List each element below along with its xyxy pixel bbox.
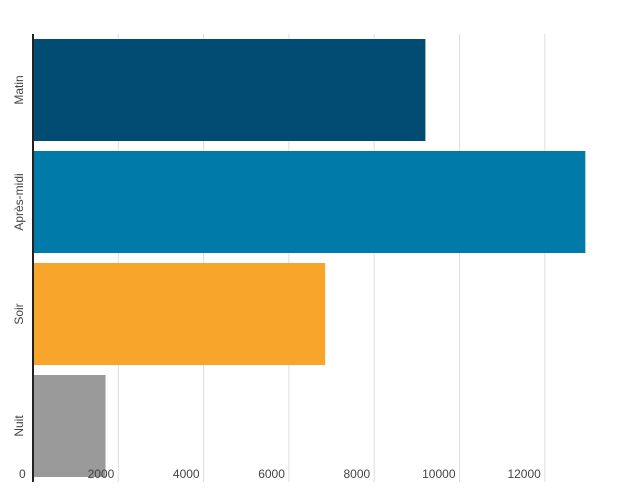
x-tick-label-6000: 6000: [258, 467, 285, 481]
bar-apr-s-midi: [33, 151, 586, 253]
category-label-apr-s-midi: Après-midi: [12, 173, 26, 230]
bar-matin: [33, 39, 426, 141]
x-tick-label-12000: 12000: [507, 467, 541, 481]
bars: [33, 39, 586, 477]
x-tick-label-10000: 10000: [422, 467, 456, 481]
category-label-matin: Matin: [12, 75, 26, 104]
category-label-nuit: Nuit: [12, 415, 26, 437]
x-tick-label-2000: 2000: [88, 467, 115, 481]
category-labels: Matin Après-midi Soir Nuit: [12, 75, 26, 436]
x-axis-ticks: 0 2000 4000 6000 8000 10000 12000: [19, 467, 541, 481]
bar-soir: [33, 263, 326, 365]
x-tick-label-0: 0: [19, 467, 26, 481]
bar-nuit: [33, 375, 106, 477]
x-tick-label-4000: 4000: [173, 467, 200, 481]
category-label-soir: Soir: [12, 303, 26, 324]
x-tick-label-8000: 8000: [344, 467, 371, 481]
